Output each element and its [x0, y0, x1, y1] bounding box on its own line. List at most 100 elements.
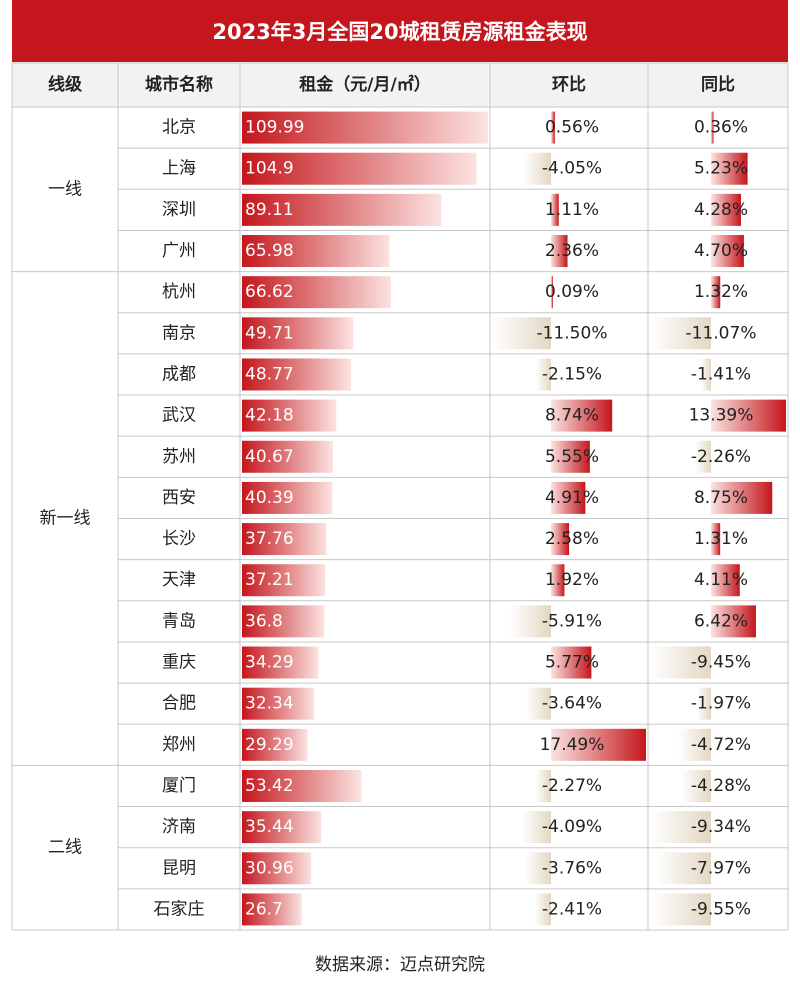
city-name: 杭州: [162, 282, 196, 302]
city-name: 重庆: [162, 653, 196, 673]
yoy-value: 13.39%: [689, 406, 754, 426]
rent-value: 35.44: [245, 817, 294, 837]
mom-bar: [551, 111, 555, 144]
mom-value: -11.50%: [537, 323, 608, 343]
rent-value: 53.42: [245, 776, 294, 796]
rent-bar: [242, 564, 326, 597]
yoy-value: 1.32%: [694, 282, 748, 302]
mom-bar: [522, 811, 551, 844]
city-name: 北京: [162, 118, 196, 138]
rent-value: 29.29: [245, 735, 294, 755]
data-source: 数据来源：迈点研究院: [315, 955, 485, 975]
rent-bar: [242, 358, 352, 391]
city-name: 长沙: [162, 529, 196, 549]
yoy-bar: [711, 399, 786, 432]
yoy-bar: [711, 276, 721, 309]
yoy-bar: [701, 358, 711, 391]
mom-bar: [551, 193, 559, 226]
rent-bar: [242, 646, 319, 679]
column-header-0: 线级: [48, 74, 82, 95]
mom-value: 2.58%: [545, 529, 599, 549]
column-header-2: 租金（元/月/㎡）: [299, 74, 430, 95]
yoy-bar: [697, 687, 711, 720]
rent-value: 34.29: [245, 653, 294, 673]
yoy-bar: [711, 193, 741, 226]
yoy-value: -4.72%: [691, 735, 751, 755]
mom-bar: [551, 276, 553, 309]
city-name: 成都: [162, 364, 196, 384]
header-row-bg: [12, 63, 788, 107]
mom-value: 5.55%: [545, 447, 599, 467]
mom-value: 17.49%: [540, 735, 605, 755]
chart-title: 2023年3月全国20城租赁房源租金表现: [12, 0, 788, 62]
rent-value: 48.77: [245, 364, 294, 384]
rent-value: 40.67: [245, 447, 294, 467]
yoy-bar: [711, 235, 744, 268]
city-name: 南京: [162, 323, 196, 343]
city-name: 上海: [162, 159, 196, 179]
yoy-bar: [681, 769, 711, 802]
rent-bar: [242, 193, 442, 226]
rent-value: 89.11: [245, 200, 294, 220]
tier-label: 新一线: [40, 509, 91, 529]
mom-value: 0.09%: [545, 282, 599, 302]
yoy-bar: [695, 440, 711, 473]
mom-value: 1.92%: [545, 570, 599, 590]
yoy-bar: [711, 481, 773, 514]
rent-bar: [242, 235, 390, 268]
mom-bar: [551, 564, 565, 597]
mom-value: -4.05%: [542, 159, 602, 179]
rent-value: 26.7: [245, 899, 283, 919]
rent-value: 42.18: [245, 406, 294, 426]
city-name: 苏州: [162, 447, 196, 467]
yoy-value: -9.34%: [691, 817, 751, 837]
rent-bar: [242, 811, 322, 844]
mom-value: 8.74%: [545, 406, 599, 426]
mom-value: -3.76%: [542, 858, 602, 878]
yoy-bar: [711, 564, 740, 597]
rent-value: 30.96: [245, 858, 294, 878]
mom-bar: [534, 893, 551, 926]
mom-value: -3.64%: [542, 694, 602, 714]
yoy-value: 6.42%: [694, 611, 748, 631]
mom-bar: [492, 317, 551, 350]
mom-bar: [551, 523, 570, 556]
yoy-bar: [711, 152, 748, 185]
mom-value: -2.27%: [542, 776, 602, 796]
mom-bar: [551, 481, 586, 514]
yoy-value: -4.28%: [691, 776, 751, 796]
mom-bar: [535, 358, 551, 391]
rent-bar: [242, 111, 488, 144]
yoy-value: 4.11%: [694, 570, 748, 590]
rent-bar: [242, 276, 391, 309]
mom-value: -2.15%: [542, 364, 602, 384]
rent-bar: [242, 687, 315, 720]
mom-value: -4.09%: [542, 817, 602, 837]
rent-value: 37.21: [245, 570, 294, 590]
rent-value: 37.76: [245, 529, 294, 549]
yoy-value: 0.36%: [694, 118, 748, 138]
rent-bar: [242, 152, 477, 185]
yoy-bar: [650, 893, 711, 926]
yoy-value: -1.97%: [691, 694, 751, 714]
yoy-bar: [650, 646, 711, 679]
yoy-bar: [650, 317, 711, 350]
mom-value: -5.91%: [542, 611, 602, 631]
yoy-value: 5.23%: [694, 159, 748, 179]
mom-value: 2.36%: [545, 241, 599, 261]
city-name: 合肥: [162, 694, 196, 714]
column-header-3: 环比: [552, 74, 586, 95]
mom-value: 0.56%: [545, 118, 599, 138]
yoy-value: -7.97%: [691, 858, 751, 878]
mom-bar: [535, 769, 551, 802]
city-name: 深圳: [162, 200, 196, 220]
rent-bar: [242, 852, 312, 885]
yoy-bar: [711, 605, 756, 638]
city-name: 广州: [162, 241, 196, 261]
rent-bar: [242, 481, 333, 514]
mom-bar: [509, 605, 551, 638]
yoy-bar: [711, 523, 721, 556]
mom-bar: [551, 440, 590, 473]
mom-bar: [525, 687, 551, 720]
